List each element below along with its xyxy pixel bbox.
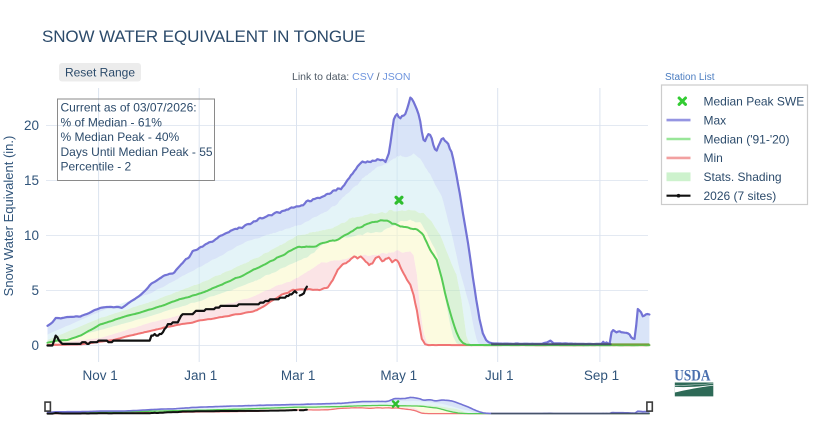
svg-text:Nov 1: Nov 1 (83, 368, 118, 383)
svg-text:Reset Range: Reset Range (65, 66, 135, 80)
svg-text:Jul 1: Jul 1 (485, 368, 514, 383)
svg-text:10: 10 (24, 228, 39, 243)
svg-text:Jan 1: Jan 1 (184, 368, 217, 383)
svg-text:Max: Max (704, 113, 727, 127)
svg-text:5: 5 (31, 283, 39, 298)
svg-text:May 1: May 1 (380, 368, 417, 383)
svg-text:% Median Peak - 40%: % Median Peak - 40% (61, 130, 180, 144)
svg-text:Stats. Shading: Stats. Shading (704, 170, 782, 184)
svg-text:USDA: USDA (674, 368, 710, 385)
svg-text:0: 0 (31, 338, 39, 353)
svg-text:15: 15 (24, 173, 39, 188)
svg-text:Station List: Station List (665, 72, 715, 83)
svg-text:SNOW WATER EQUIVALENT IN TONGU: SNOW WATER EQUIVALENT IN TONGUE (42, 27, 365, 46)
svg-text:Link to data: CSV / JSON: Link to data: CSV / JSON (292, 71, 411, 83)
svg-text:Median ('91-'20): Median ('91-'20) (704, 132, 790, 146)
svg-text:Current as of 03/07/2026:: Current as of 03/07/2026: (61, 101, 197, 115)
svg-text:20: 20 (24, 118, 39, 133)
svg-text:2026 (7 sites): 2026 (7 sites) (704, 189, 777, 203)
svg-text:Mar 1: Mar 1 (281, 368, 316, 383)
svg-text:Sep 1: Sep 1 (584, 368, 619, 383)
svg-text:Percentile - 2: Percentile - 2 (61, 160, 132, 174)
svg-text:Days Until Median Peak - 55: Days Until Median Peak - 55 (61, 145, 213, 159)
svg-text:% of Median - 61%: % of Median - 61% (61, 115, 163, 129)
svg-text:Median Peak SWE: Median Peak SWE (704, 95, 805, 109)
svg-text:Min: Min (704, 151, 723, 165)
svg-text:Snow Water Equivalent (in.): Snow Water Equivalent (in.) (1, 136, 16, 297)
